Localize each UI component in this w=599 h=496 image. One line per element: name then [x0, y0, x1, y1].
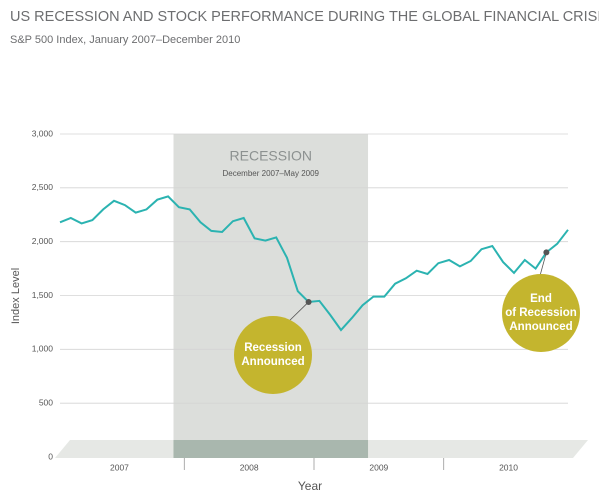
annotation-dot	[543, 249, 550, 256]
y-tick-label: 1,000	[32, 344, 54, 354]
annotation-text: of Recession	[505, 307, 577, 319]
annotation-circle	[502, 274, 580, 352]
index-line	[59, 195, 569, 332]
annotation-text: Announced	[509, 321, 572, 333]
y-axis-label: Index Level	[10, 268, 22, 324]
x-tick-label: 2009	[369, 462, 388, 472]
recession-period: December 2007–May 2009	[223, 169, 320, 178]
y-tick-label: 1,500	[32, 290, 54, 300]
x-tick-label: 2010	[499, 462, 518, 472]
x-tick-label: 2008	[240, 462, 259, 472]
y-tick-label: 500	[39, 397, 53, 407]
x-axis-label: Year	[298, 479, 322, 493]
y-tick-label: 2,500	[32, 182, 54, 192]
annotation-dot	[305, 298, 312, 305]
y-tick-label: 0	[48, 451, 53, 461]
annotation-circle	[234, 316, 312, 394]
x-tick-label: 2007	[110, 462, 129, 472]
annotation-text: Recession	[244, 342, 302, 354]
chart-title: US RECESSION AND STOCK PERFORMANCE DURIN…	[10, 9, 599, 25]
y-tick-label: 2,000	[32, 236, 54, 246]
chart-subtitle: S&P 500 Index, January 2007–December 201…	[10, 34, 240, 46]
annotation-text: Announced	[241, 356, 304, 368]
annotation-text: End	[530, 293, 552, 305]
y-tick-label: 3,000	[32, 128, 54, 138]
recession-label: RECESSION	[230, 148, 312, 164]
axis-strip-recession	[173, 440, 369, 458]
